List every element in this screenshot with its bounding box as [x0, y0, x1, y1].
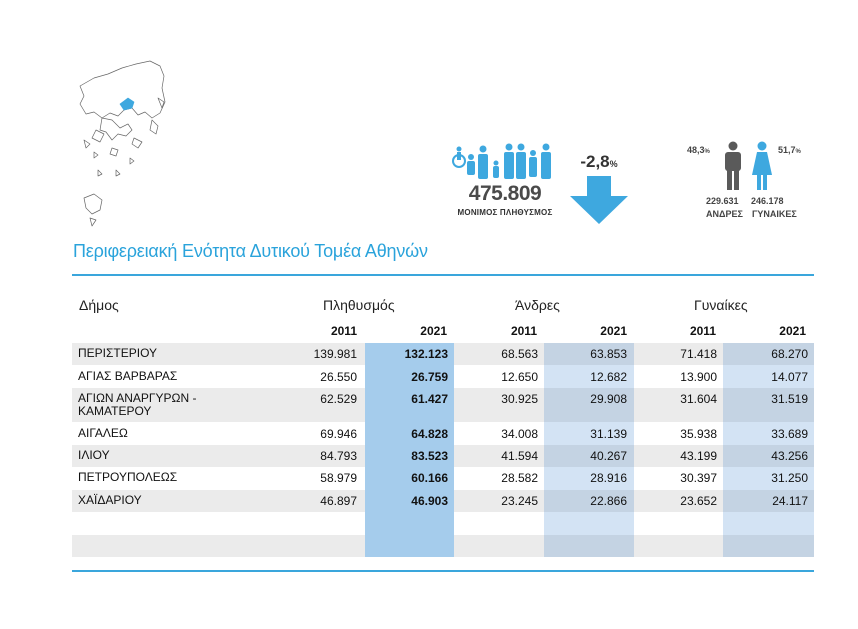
- pop-2011: 62.529: [320, 392, 357, 406]
- year-pop-2011: 2011: [330, 324, 357, 338]
- region-title: Περιφερειακή Ενότητα Δυτικού Τομέα Αθηνώ…: [73, 241, 428, 261]
- population-total-label: ΜΟΝΙΜΟΣ ΠΛΗΘΥΣΜΟΣ: [457, 208, 553, 217]
- pop-2011: 46.897: [320, 494, 357, 508]
- women-2021: 33.689: [771, 427, 808, 441]
- population-total-block: 475.809 ΜΟΝΙΜΟΣ ΠΛΗΘΥΣΜΟΣ: [452, 182, 558, 218]
- men-2011: 30.925: [501, 392, 538, 406]
- men-2021: 31.139: [590, 427, 627, 441]
- cell-shade: [544, 343, 634, 365]
- bottom-divider: [72, 570, 814, 572]
- women-2011: 30.397: [680, 471, 717, 485]
- cell-shade: [723, 445, 814, 467]
- cell-shade: [723, 535, 814, 557]
- pop-2021-highlight: [365, 343, 454, 557]
- women-count: 246.178: [751, 196, 784, 206]
- pop-2011: 69.946: [320, 427, 357, 441]
- women-2011: 13.900: [680, 370, 717, 384]
- year-pop-2021: 2021: [420, 324, 447, 338]
- women-label: ΓΥΝΑΙΚΕΣ: [752, 209, 797, 219]
- pop-2011: 58.979: [320, 471, 357, 485]
- pop-2021: 83.523: [411, 449, 448, 463]
- pop-2021: 64.828: [411, 427, 448, 441]
- header-women: Γυναίκες: [694, 297, 748, 313]
- municipality-name: ΑΓΙΩΝ ΑΝΑΡΓΥΡΩΝ - ΚΑΜΑΤΕΡΟΥ: [78, 391, 197, 418]
- population-total-value: 475.809: [468, 182, 542, 205]
- women-2021: 31.519: [771, 392, 808, 406]
- header-men: Άνδρες: [515, 297, 560, 313]
- municipality-name: ΠΕΡΙΣΤΕΡΙΟΥ: [78, 346, 158, 360]
- men-2011: 28.582: [501, 471, 538, 485]
- municipality-name: ΧΑΪΔΑΡΙΟΥ: [78, 493, 142, 507]
- men-2011: 23.245: [501, 494, 538, 508]
- men-label: ΑΝΔΡΕΣ: [706, 209, 743, 219]
- pop-2021: 132.123: [404, 347, 448, 361]
- cell-shade: [544, 445, 634, 467]
- pop-2011: 84.793: [320, 449, 357, 463]
- cell-shade: [723, 490, 814, 512]
- women-2011: 31.604: [680, 392, 717, 406]
- women-2011: 23.652: [680, 494, 717, 508]
- cell-shade: [723, 388, 814, 422]
- population-change-value: -2,8: [580, 152, 610, 171]
- pop-2011: 26.550: [320, 370, 357, 384]
- women-2011: 35.938: [680, 427, 717, 441]
- pop-2021: 60.166: [411, 471, 448, 485]
- men-2021: 40.267: [590, 449, 627, 463]
- municipality-name: ΠΕΤΡΟΥΠΟΛΕΩΣ: [78, 470, 178, 484]
- woman-icon: [752, 141, 772, 190]
- men-2021: 63.853: [590, 347, 627, 361]
- pop-2021: 26.759: [411, 370, 448, 384]
- pop-2021: 61.427: [411, 392, 448, 406]
- women-percentage: 51,7%: [778, 145, 801, 155]
- men-2021: 12.682: [590, 370, 627, 384]
- cell-shade: [723, 343, 814, 365]
- men-2021: 22.866: [590, 494, 627, 508]
- year-women-2011: 2011: [689, 324, 716, 338]
- top-divider: [72, 274, 814, 276]
- population-change-unit: %: [609, 159, 618, 169]
- women-2011: 71.418: [680, 347, 717, 361]
- year-women-2021: 2021: [779, 324, 806, 338]
- municipality-name: ΙΛΙΟΥ: [78, 448, 110, 462]
- women-2021: 31.250: [771, 471, 808, 485]
- pop-2011: 139.981: [313, 347, 357, 361]
- men-2021: 28.916: [590, 471, 627, 485]
- cell-shade: [544, 535, 634, 557]
- header-population: Πληθυσμός: [323, 297, 395, 313]
- down-arrow-icon: [570, 176, 628, 224]
- population-people-icon: [452, 143, 551, 179]
- men-2021: 29.908: [590, 392, 627, 406]
- men-percentage: 48,3%: [687, 145, 710, 155]
- men-2011: 12.650: [501, 370, 538, 384]
- cell-shade: [544, 490, 634, 512]
- year-men-2021: 2021: [600, 324, 627, 338]
- men-2011: 68.563: [501, 347, 538, 361]
- header-municipality: Δήμος: [79, 297, 119, 313]
- men-count: 229.631: [706, 196, 739, 206]
- women-2011: 43.199: [680, 449, 717, 463]
- municipality-name: ΑΙΓΑΛΕΩ: [78, 426, 128, 440]
- population-change: -2,8%: [571, 152, 627, 172]
- men-2011: 41.594: [501, 449, 538, 463]
- women-2021: 14.077: [771, 370, 808, 384]
- women-2021: 68.270: [771, 347, 808, 361]
- pop-2021: 46.903: [411, 494, 448, 508]
- women-2021: 43.256: [771, 449, 808, 463]
- municipality-name: ΑΓΙΑΣ ΒΑΡΒΑΡΑΣ: [78, 369, 178, 383]
- year-men-2011: 2011: [510, 324, 537, 338]
- men-2011: 34.008: [501, 427, 538, 441]
- cell-shade: [544, 388, 634, 422]
- women-2021: 24.117: [772, 494, 808, 508]
- attica-region-map: [79, 60, 166, 227]
- man-icon: [725, 141, 741, 190]
